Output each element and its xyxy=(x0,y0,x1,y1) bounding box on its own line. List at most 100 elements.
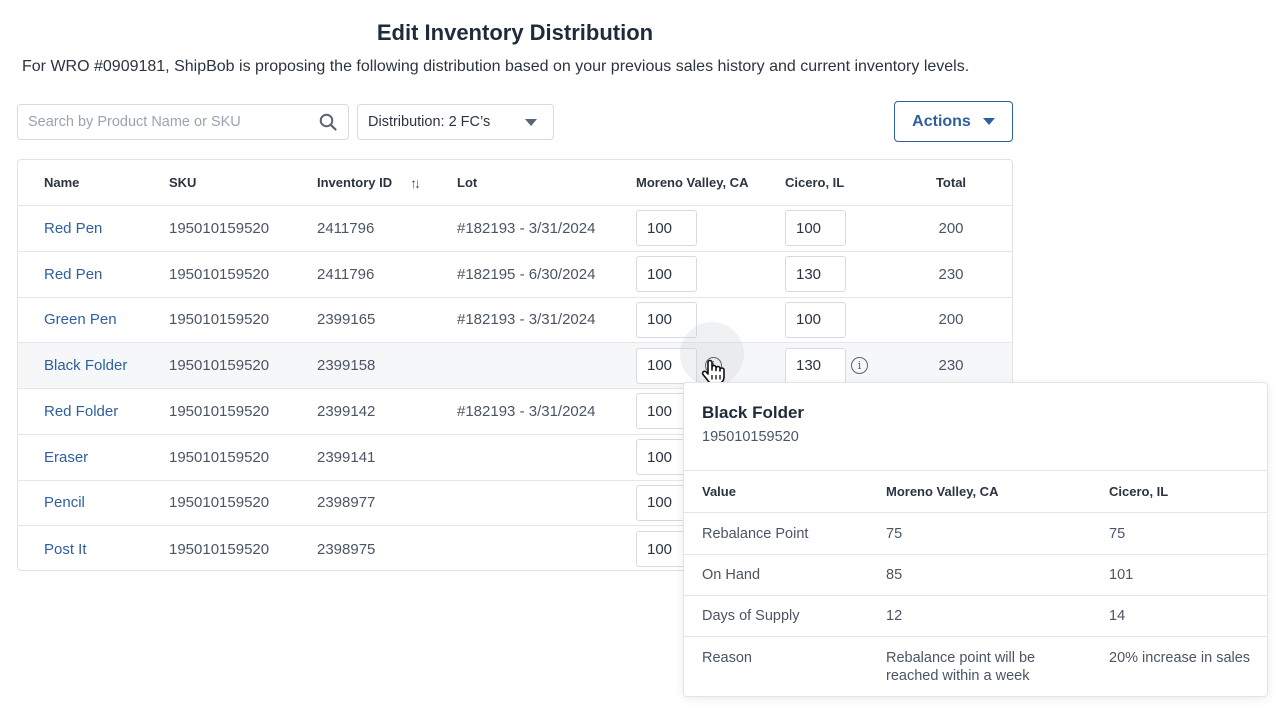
cicero-qty-cell: 100 xyxy=(785,206,846,251)
row-total-cell: 200 xyxy=(918,297,984,342)
popover-row: Reason Rebalance point will be reached wi… xyxy=(684,636,1267,698)
column-header-label: Total xyxy=(935,175,967,190)
page-title: Edit Inventory Distribution xyxy=(376,20,654,45)
product-name-link-cell: Red Folder xyxy=(44,389,118,434)
cicero-qty-input[interactable]: 100 xyxy=(785,301,846,338)
inventory-id-cell: 2398975 xyxy=(317,526,375,572)
popover-sku: 195010159520 xyxy=(702,429,799,445)
moreno-valley-qty-input[interactable]: 100 xyxy=(636,256,697,292)
product-name-link[interactable]: Pencil xyxy=(44,494,85,512)
product-name-link-cell: Red Pen xyxy=(44,206,102,251)
product-name-link[interactable]: Green Pen xyxy=(44,311,117,329)
sku-cell: 195010159520 xyxy=(169,297,269,342)
popover-row: On Hand 85 101 xyxy=(684,554,1267,595)
sku-cell: 195010159520 xyxy=(169,526,269,572)
column-header-label: Inventory ID xyxy=(317,175,393,190)
inventory-id: 2399141 xyxy=(317,448,376,466)
column-header[interactable]: Inventory ID ↑↓ xyxy=(317,160,421,205)
sku: 195010159520 xyxy=(169,357,270,374)
popover-moreno-valley: 85 xyxy=(886,567,903,583)
cicero-qty-input[interactable]: 130 xyxy=(785,347,846,384)
sku: 195010159520 xyxy=(169,448,270,466)
popover-row: Rebalance Point 75 75 xyxy=(684,512,1267,554)
popover-value-label: Rebalance Point xyxy=(702,525,809,542)
search-box[interactable] xyxy=(17,104,349,140)
hand-pointer-icon xyxy=(700,358,726,391)
sku: 195010159520 xyxy=(169,265,270,283)
column-header: Name xyxy=(44,160,79,205)
popover-row: Days of Supply 12 14 xyxy=(684,595,1267,636)
product-name-link[interactable]: Eraser xyxy=(44,448,89,466)
sort-icon[interactable]: ↑↓ xyxy=(410,174,421,191)
actions-button[interactable]: Actions xyxy=(894,101,1013,142)
inventory-id-cell: 2411796 xyxy=(317,252,374,297)
table-row: Red Pen 195010159520 2411796 #182195 - 6/30… xyxy=(18,252,1012,298)
moreno-valley-qty-input[interactable]: 100 xyxy=(636,210,697,247)
sku: 195010159520 xyxy=(169,402,270,420)
product-name-link-cell: Eraser xyxy=(44,435,88,480)
table-header-row: Name SKU Inventory ID ↑↓ Lot Moreno Valley, C… xyxy=(18,160,1012,206)
row-total-cell: 200 xyxy=(918,206,984,251)
popover-value-label: Days of Supply xyxy=(702,608,800,624)
column-header-label: Cicero, IL xyxy=(785,175,845,190)
popover-cicero: 75 xyxy=(1109,525,1126,542)
moreno-valley-qty-cell: 100 xyxy=(636,252,697,297)
product-name-link[interactable]: Red Folder xyxy=(44,402,119,420)
lot-cell: #182195 - 6/30/2024 xyxy=(457,252,595,297)
product-name-link-cell: Post It xyxy=(44,526,87,572)
column-header: SKU xyxy=(169,160,196,205)
product-name-link[interactable]: Red Pen xyxy=(44,219,103,237)
row-total-cell: 230 xyxy=(918,252,984,297)
inventory-id: 2398975 xyxy=(317,540,376,558)
product-name-link[interactable]: Black Folder xyxy=(44,357,128,374)
inventory-id: 2411796 xyxy=(317,219,375,237)
popover-value-label: Reason xyxy=(702,650,752,666)
sku: 195010159520 xyxy=(169,540,270,558)
row-total: 230 xyxy=(938,265,964,283)
lot-cell: #182193 - 3/31/2024 xyxy=(457,389,595,434)
inventory-id: 2399142 xyxy=(317,402,376,420)
row-total-cell: 230 xyxy=(918,343,984,388)
column-header-label: Name xyxy=(44,175,80,190)
chevron-down-icon xyxy=(525,118,537,126)
row-total: 230 xyxy=(938,357,964,374)
moreno-valley-qty-cell: 100 xyxy=(636,297,697,342)
inventory-id-cell: 2411796 xyxy=(317,206,374,251)
product-name-link[interactable]: Post It xyxy=(44,540,87,558)
info-icon[interactable]: i xyxy=(851,357,868,374)
product-name-link-cell: Red Pen xyxy=(44,252,102,297)
distribution-select[interactable]: Distribution: 2 FC’s xyxy=(357,104,554,140)
lot: #182193 - 3/31/2024 xyxy=(457,219,596,237)
popover-cicero: 14 xyxy=(1109,608,1126,624)
popover-moreno-valley: 12 xyxy=(886,608,903,624)
inventory-id: 2399158 xyxy=(317,357,376,374)
popover-header-row: Value Moreno Valley, CA Cicero, IL xyxy=(684,470,1267,512)
cicero-qty-input[interactable]: 100 xyxy=(785,210,846,247)
inventory-id-cell: 2399158 xyxy=(317,343,375,388)
sku: 195010159520 xyxy=(169,494,270,512)
lot: #182195 - 6/30/2024 xyxy=(457,265,596,283)
popover-cicero: 20% increase in sales xyxy=(1109,650,1251,666)
moreno-valley-qty-input[interactable]: 100 xyxy=(636,301,697,338)
search-input[interactable] xyxy=(28,114,318,130)
sku-cell: 195010159520 xyxy=(169,206,269,251)
actions-label: Actions xyxy=(912,112,971,130)
search-icon[interactable] xyxy=(318,112,338,132)
lot: #182193 - 3/31/2024 xyxy=(457,402,596,420)
inventory-id-cell: 2399142 xyxy=(317,389,375,434)
product-name-link[interactable]: Red Pen xyxy=(44,265,103,283)
column-header-label: Lot xyxy=(457,175,478,190)
row-total: 200 xyxy=(938,311,964,329)
inventory-id-cell: 2398977 xyxy=(317,480,375,525)
popover-moreno-valley: Rebalance point will be reached within a… xyxy=(886,650,1036,684)
inventory-id: 2411796 xyxy=(317,265,375,283)
column-header: Total xyxy=(918,160,984,205)
moreno-valley-qty-cell: 100 xyxy=(636,206,697,251)
product-name-link-cell: Black Folder xyxy=(44,343,127,388)
column-header-label: Moreno Valley, CA xyxy=(636,175,749,190)
moreno-valley-qty-input[interactable]: 100 xyxy=(636,347,697,384)
lot-cell: #182193 - 3/31/2024 xyxy=(457,297,595,342)
cicero-qty-input[interactable]: 130 xyxy=(785,256,846,292)
sku-cell: 195010159520 xyxy=(169,435,269,480)
sku-cell: 195010159520 xyxy=(169,343,269,388)
